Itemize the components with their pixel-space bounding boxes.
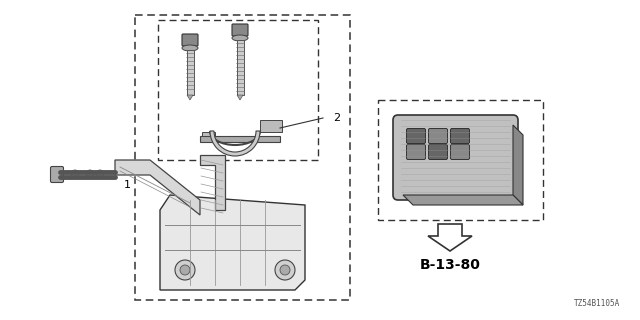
- Circle shape: [71, 170, 79, 178]
- FancyBboxPatch shape: [406, 129, 426, 143]
- Circle shape: [175, 260, 195, 280]
- Text: 1: 1: [124, 180, 131, 190]
- Bar: [237, 40, 244, 95]
- FancyBboxPatch shape: [393, 115, 518, 200]
- Bar: [158, 20, 318, 160]
- FancyBboxPatch shape: [182, 34, 198, 46]
- Polygon shape: [160, 195, 305, 290]
- Polygon shape: [200, 155, 225, 210]
- Text: 2: 2: [333, 113, 340, 123]
- Circle shape: [280, 265, 290, 275]
- Text: B-13-80: B-13-80: [420, 258, 481, 272]
- FancyBboxPatch shape: [406, 145, 426, 159]
- Polygon shape: [428, 224, 472, 251]
- Text: TZ54B1105A: TZ54B1105A: [573, 299, 620, 308]
- Circle shape: [275, 260, 295, 280]
- Polygon shape: [202, 132, 215, 136]
- FancyBboxPatch shape: [451, 145, 470, 159]
- Ellipse shape: [182, 45, 198, 51]
- FancyBboxPatch shape: [429, 129, 447, 143]
- Bar: [378, 100, 543, 220]
- FancyBboxPatch shape: [429, 145, 447, 159]
- FancyBboxPatch shape: [232, 24, 248, 36]
- Polygon shape: [513, 125, 523, 205]
- Bar: [135, 15, 350, 300]
- Polygon shape: [260, 120, 282, 132]
- FancyBboxPatch shape: [451, 129, 470, 143]
- Wedge shape: [210, 131, 260, 156]
- Polygon shape: [115, 160, 200, 215]
- Circle shape: [96, 170, 104, 178]
- Ellipse shape: [232, 35, 248, 41]
- Polygon shape: [403, 195, 523, 205]
- FancyBboxPatch shape: [51, 166, 63, 182]
- Circle shape: [180, 265, 190, 275]
- Bar: [187, 50, 194, 95]
- Circle shape: [86, 170, 94, 178]
- Polygon shape: [187, 95, 193, 100]
- Polygon shape: [237, 95, 243, 100]
- Polygon shape: [200, 136, 280, 142]
